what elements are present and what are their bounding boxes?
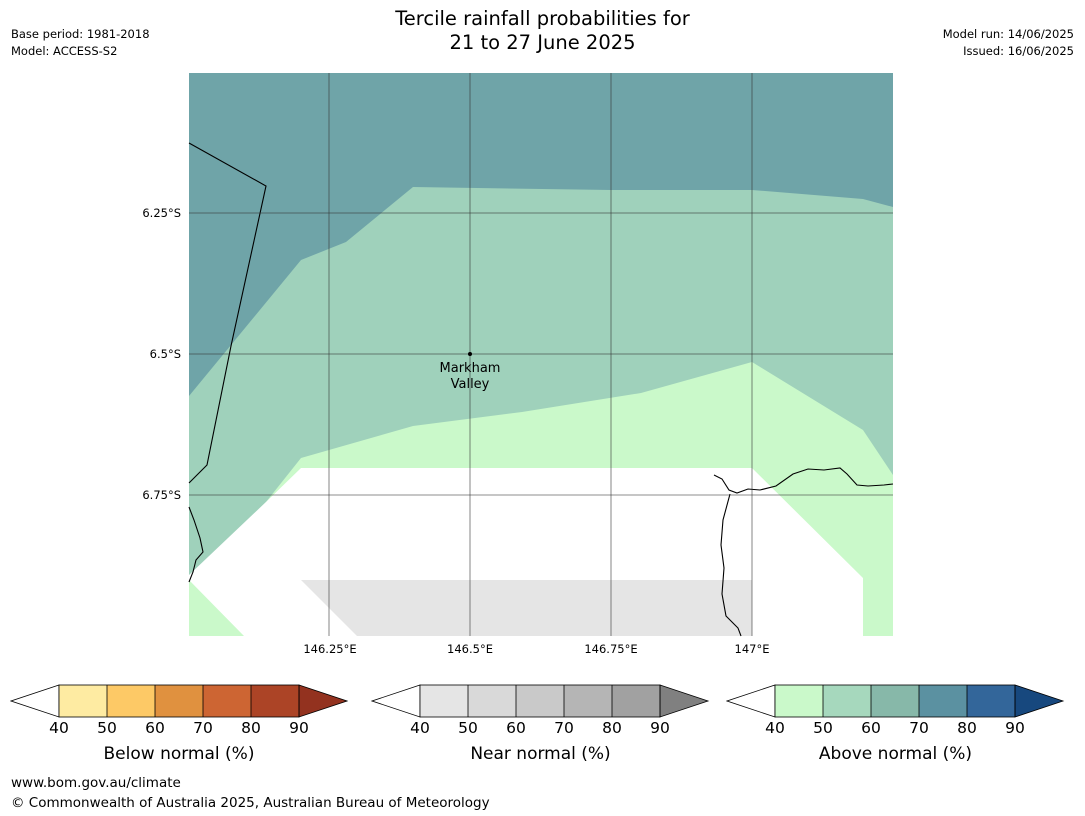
probability-layers: [189, 73, 893, 636]
near-arrow-low: [370, 684, 421, 718]
below-swatch-5: [251, 685, 299, 717]
place-marker[interactable]: Markham Valley: [440, 352, 501, 392]
above-swatch-2: [823, 685, 871, 717]
near-arrow-high: [660, 685, 708, 717]
above-tick-40: 40: [765, 719, 785, 737]
lon-label-14625: 146.25°E: [303, 642, 356, 656]
above-swatch-1: [775, 685, 823, 717]
above-tick-70: 70: [909, 719, 929, 737]
map-title: Tercile rainfall probabilities for 21 to…: [0, 7, 1085, 55]
lat-label-675: 6.75°S: [142, 488, 181, 502]
below-tick-40: 40: [49, 719, 69, 737]
footer-url[interactable]: www.bom.gov.au/climate: [11, 775, 181, 791]
near-tick-50: 50: [458, 719, 478, 737]
header-meta-left: Base period: 1981-2018 Model: ACCESS-S2: [11, 26, 150, 60]
near-swatch-2: [468, 685, 516, 717]
near-tick-70: 70: [554, 719, 574, 737]
issued-date: Issued: 16/06/2025: [963, 44, 1074, 58]
map-title-line1: Tercile rainfall probabilities for: [395, 7, 690, 30]
near-swatch-5: [612, 685, 660, 717]
below-tick-80: 80: [241, 719, 261, 737]
below-arrow-high: [299, 685, 347, 717]
lon-label-147: 147°E: [735, 642, 770, 656]
place-label-line2: Valley: [451, 377, 490, 392]
lon-label-14675: 146.75°E: [584, 642, 637, 656]
near-normal-title: Near normal (%): [470, 744, 611, 764]
near-swatch-1: [420, 685, 468, 717]
above-tick-60: 60: [861, 719, 881, 737]
place-dot: [468, 352, 472, 356]
below-tick-90: 90: [289, 719, 309, 737]
lon-labels: 146.25°E 146.5°E 146.75°E 147°E: [303, 642, 769, 656]
colorbar-above-swatches: [725, 684, 1065, 718]
above-arrow-low: [725, 684, 776, 718]
model-run: Model run: 14/06/2025: [942, 27, 1074, 41]
below-swatch-2: [107, 685, 155, 717]
header-meta-right: Model run: 14/06/2025 Issued: 16/06/2025: [943, 26, 1074, 60]
below-normal-title: Below normal (%): [103, 744, 255, 764]
near-swatch-3: [516, 685, 564, 717]
colorbar-below-normal: 40 50 60 70 80 90 Below normal (%): [9, 680, 349, 770]
base-period: Base period: 1981-2018: [11, 27, 150, 41]
colorbar-above-normal: 40 50 60 70 80 90 Above normal (%): [725, 680, 1065, 770]
above-arrow-high: [1015, 685, 1063, 717]
place-label-line1: Markham: [440, 361, 501, 376]
below-tick-70: 70: [193, 719, 213, 737]
near-tick-40: 40: [410, 719, 430, 737]
below-tick-60: 60: [145, 719, 165, 737]
colorbar-near-swatches: [370, 684, 710, 718]
coastline-west: [188, 506, 204, 583]
below-swatch-1: [59, 685, 107, 717]
colorbar-near-normal: 40 50 60 70 80 90 Near normal (%): [370, 680, 710, 770]
border-line: [188, 142, 267, 484]
near-tick-80: 80: [602, 719, 622, 737]
coastlines-borders: [188, 142, 894, 637]
above-tick-50: 50: [813, 719, 833, 737]
map-title-line2: 21 to 27 June 2025: [449, 31, 636, 54]
lon-label-1465: 146.5°E: [447, 642, 493, 656]
below-swatch-4: [203, 685, 251, 717]
coastline-east: [713, 467, 894, 637]
footer-copyright: © Commonwealth of Australia 2025, Austra…: [11, 795, 490, 811]
above-swatch-3: [871, 685, 919, 717]
below-swatch-3: [155, 685, 203, 717]
near-tick-60: 60: [506, 719, 526, 737]
below-arrow-low: [9, 684, 60, 718]
near-swatch-4: [564, 685, 612, 717]
above-normal-title: Above normal (%): [818, 744, 973, 764]
lat-labels: 6.25°S 6.5°S 6.75°S: [142, 206, 181, 502]
below-tick-50: 50: [97, 719, 117, 737]
above-tick-90: 90: [1005, 719, 1025, 737]
above-swatch-4: [919, 685, 967, 717]
lat-label-625: 6.25°S: [142, 206, 181, 220]
region-near-40-50: [301, 580, 752, 636]
model-name: Model: ACCESS-S2: [11, 44, 118, 58]
forecast-map[interactable]: 6.25°S 6.5°S 6.75°S 146.25°E 146.5°E 146…: [0, 0, 1085, 680]
above-tick-80: 80: [957, 719, 977, 737]
above-swatch-5: [967, 685, 1015, 717]
lat-label-650: 6.5°S: [150, 347, 181, 361]
near-tick-90: 90: [650, 719, 670, 737]
colorbar-below-swatches: [9, 684, 349, 718]
